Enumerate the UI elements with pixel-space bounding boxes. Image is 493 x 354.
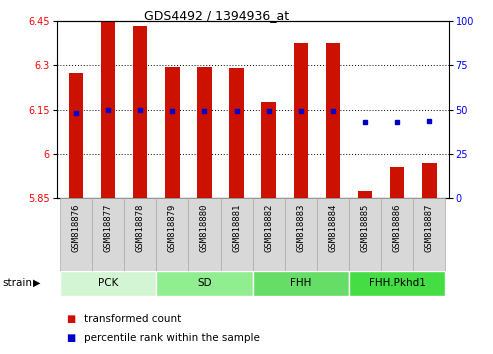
Bar [326,44,340,198]
Text: FHH: FHH [290,278,312,288]
Text: ■: ■ [67,314,76,324]
Bar [253,198,285,271]
Text: FHH.Pkhd1: FHH.Pkhd1 [369,278,425,288]
Bar [317,198,349,271]
Text: GSM818878: GSM818878 [136,203,145,252]
Bar [60,271,156,296]
Text: GSM818885: GSM818885 [360,203,370,252]
Bar [220,198,253,271]
Text: GSM818884: GSM818884 [328,203,338,252]
Bar [285,198,317,271]
Text: GSM818879: GSM818879 [168,203,177,252]
Bar [413,198,445,271]
Bar [197,67,211,198]
Text: GDS4492 / 1394936_at: GDS4492 / 1394936_at [144,9,289,22]
Bar [294,44,308,198]
Bar [261,102,276,198]
Text: PCK: PCK [98,278,118,288]
Bar [358,191,372,198]
Bar [349,198,381,271]
Text: strain: strain [2,278,33,288]
Bar [422,163,437,198]
Text: GSM818882: GSM818882 [264,203,273,252]
Text: GSM818881: GSM818881 [232,203,241,252]
Text: SD: SD [197,278,212,288]
Text: GSM818876: GSM818876 [71,203,80,252]
Bar [188,198,220,271]
Bar [101,20,115,198]
Text: GSM818887: GSM818887 [425,203,434,252]
Bar [381,198,413,271]
Text: transformed count: transformed count [84,314,181,324]
Bar [60,198,92,271]
Bar [156,198,188,271]
Text: GSM818877: GSM818877 [104,203,112,252]
Bar [253,271,349,296]
Bar [124,198,156,271]
Bar [92,198,124,271]
Bar [133,26,147,198]
Text: GSM818886: GSM818886 [393,203,402,252]
Text: ▶: ▶ [33,278,40,288]
Bar [165,67,179,198]
Bar [156,271,253,296]
Text: GSM818880: GSM818880 [200,203,209,252]
Bar [349,271,445,296]
Bar [390,167,404,198]
Text: percentile rank within the sample: percentile rank within the sample [84,333,260,343]
Bar [229,68,244,198]
Text: ■: ■ [67,333,76,343]
Text: GSM818883: GSM818883 [296,203,305,252]
Bar [69,73,83,198]
